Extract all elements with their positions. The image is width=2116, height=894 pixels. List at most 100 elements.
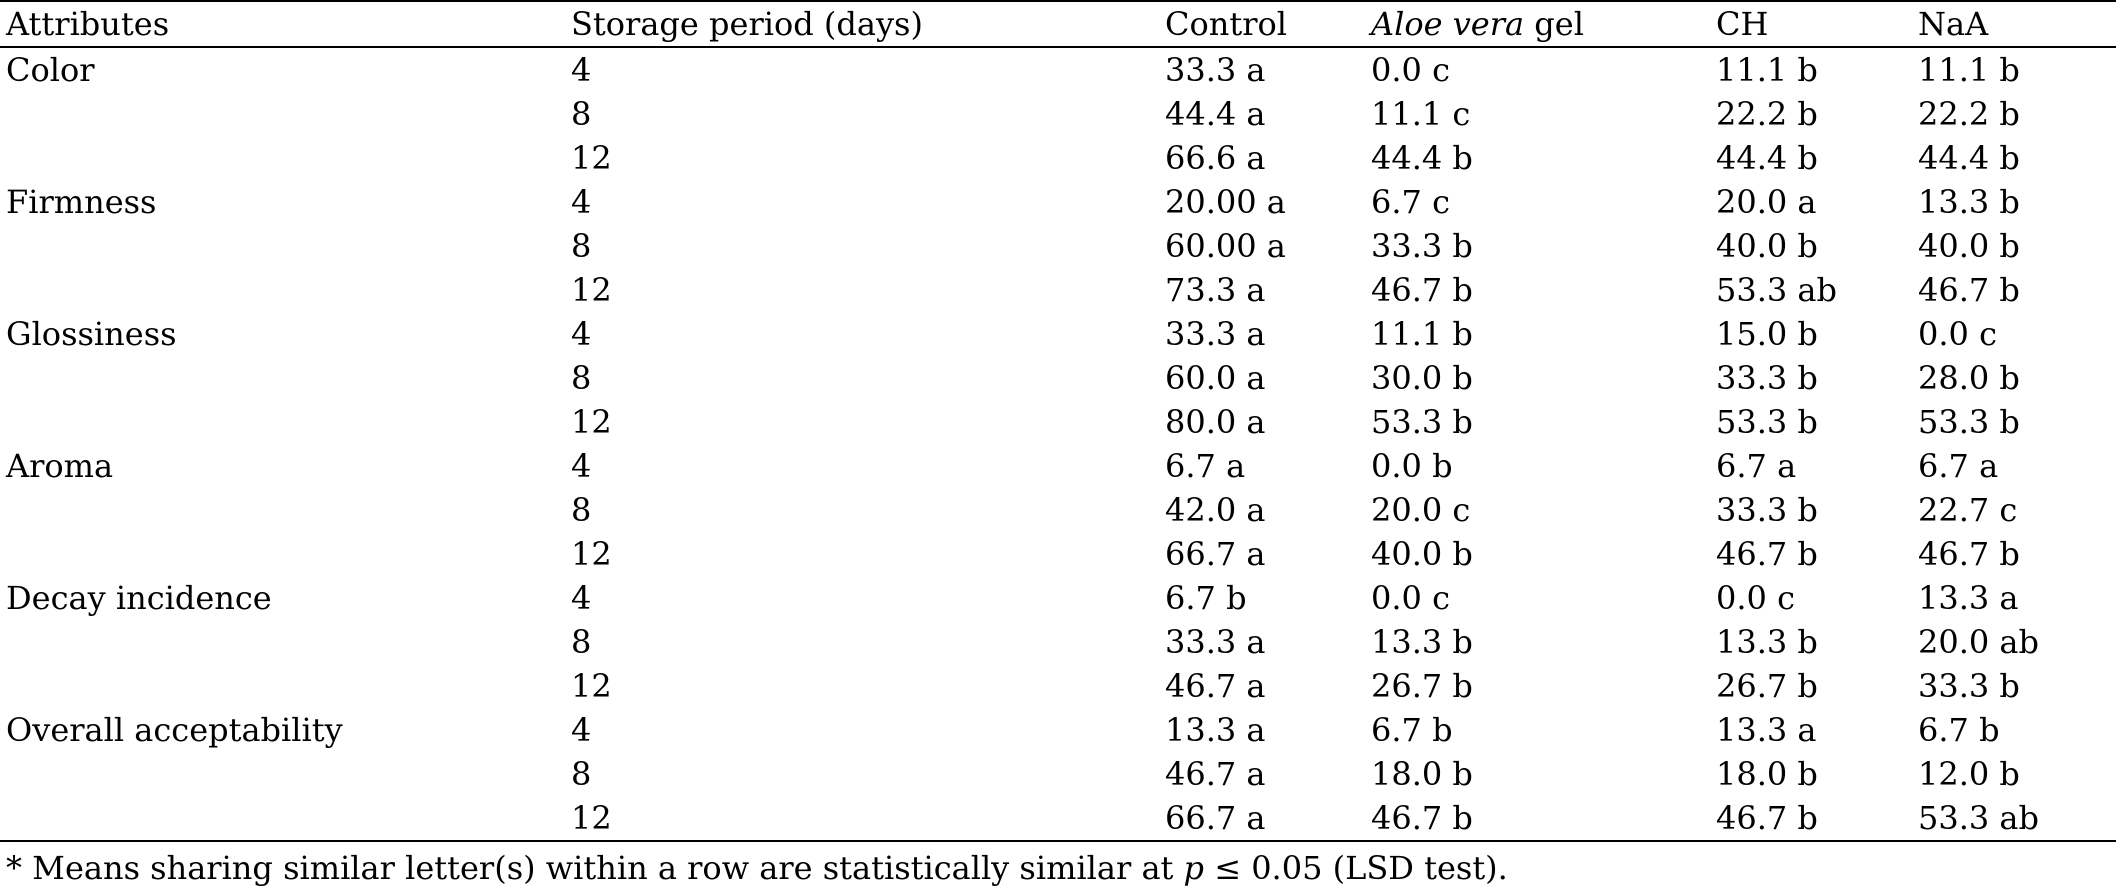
table-footnote: * Means sharing similar letter(s) within…: [6, 846, 1508, 890]
cell-ch: 11.1 b: [1716, 51, 1818, 89]
header-aloe-vera-suffix: gel: [1524, 5, 1584, 43]
cell-aloe-vera-gel: 0.0 c: [1371, 51, 1450, 89]
cell-aloe-vera-gel: 53.3 b: [1371, 403, 1473, 441]
table-row: 12 80.0 a 53.3 b 53.3 b 53.3 b: [0, 400, 2116, 444]
table-row: Color 4 33.3 a 0.0 c 11.1 b 11.1 b: [0, 47, 2116, 92]
cell-attribute: [0, 532, 565, 576]
cell-ch: 26.7 b: [1716, 667, 1818, 705]
cell-storage-period: 12: [571, 271, 612, 309]
cell-naa: 46.7 b: [1918, 271, 2020, 309]
cell-ch: 22.2 b: [1716, 95, 1818, 133]
cell-ch: 13.3 b: [1716, 623, 1818, 661]
table-row: 12 66.6 a 44.4 b 44.4 b 44.4 b: [0, 136, 2116, 180]
cell-aloe-vera-gel: 44.4 b: [1371, 139, 1473, 177]
cell-naa: 6.7 b: [1918, 711, 2000, 749]
cell-attribute: [0, 752, 565, 796]
cell-naa: 53.3 b: [1918, 403, 2020, 441]
cell-attribute: [0, 796, 565, 842]
cell-control: 20.00 a: [1165, 183, 1286, 221]
footnote-p-symbol: p: [1183, 849, 1205, 887]
table-row: 8 44.4 a 11.1 c 22.2 b 22.2 b: [0, 92, 2116, 136]
cell-control: 46.7 a: [1165, 667, 1266, 705]
cell-attribute: Decay incidence: [6, 579, 272, 617]
table-row: Decay incidence 4 6.7 b 0.0 c 0.0 c 13.3 a: [0, 576, 2116, 620]
cell-aloe-vera-gel: 11.1 b: [1371, 315, 1473, 353]
cell-aloe-vera-gel: 46.7 b: [1365, 796, 1710, 842]
cell-attribute: [0, 664, 565, 708]
cell-aloe-vera-gel: 18.0 b: [1371, 755, 1473, 793]
cell-ch: 44.4 b: [1716, 139, 1818, 177]
cell-storage-period: 4: [571, 183, 592, 221]
cell-attribute: [0, 488, 565, 532]
cell-ch: 33.3 b: [1716, 491, 1818, 529]
table-row: 12 73.3 a 46.7 b 53.3 ab 46.7 b: [0, 268, 2116, 312]
cell-control: 80.0 a: [1165, 403, 1266, 441]
cell-attribute: Aroma: [6, 447, 114, 485]
header-aloe-vera-italic: Aloe vera: [1371, 5, 1525, 43]
cell-aloe-vera-gel: 0.0 c: [1371, 579, 1450, 617]
cell-attribute: [0, 620, 565, 664]
cell-aloe-vera-gel: 30.0 b: [1371, 359, 1473, 397]
cell-aloe-vera-gel: 13.3 b: [1371, 623, 1473, 661]
cell-naa: 33.3 b: [1918, 667, 2020, 705]
cell-naa: 13.3 b: [1918, 183, 2020, 221]
cell-control: 46.7 a: [1165, 755, 1266, 793]
cell-storage-period: 8: [571, 755, 592, 793]
cell-ch: 15.0 b: [1716, 315, 1818, 353]
cell-storage-period: 12: [571, 403, 612, 441]
cell-aloe-vera-gel: 6.7 b: [1371, 711, 1453, 749]
cell-attribute: Firmness: [6, 183, 157, 221]
table-row: 8 46.7 a 18.0 b 18.0 b 12.0 b: [0, 752, 2116, 796]
cell-naa: 12.0 b: [1918, 755, 2020, 793]
cell-storage-period: 8: [571, 491, 592, 529]
header-storage-period: Storage period (days): [565, 0, 1159, 48]
header-naa: NaA: [1912, 0, 2116, 48]
cell-storage-period: 12: [565, 796, 1159, 842]
cell-naa: 53.3 ab: [1912, 796, 2116, 842]
cell-attribute: Overall acceptability: [6, 711, 343, 749]
table-row: Glossiness 4 33.3 a 11.1 b 15.0 b 0.0 c: [0, 312, 2116, 356]
cell-naa: 20.0 ab: [1918, 623, 2039, 661]
cell-storage-period: 8: [571, 359, 592, 397]
cell-storage-period: 4: [571, 711, 592, 749]
cell-attribute: [0, 224, 565, 268]
cell-control: 6.7 a: [1165, 447, 1246, 485]
cell-naa: 13.3 a: [1918, 579, 2019, 617]
table-row: 8 42.0 a 20.0 c 33.3 b 22.7 c: [0, 488, 2116, 532]
cell-naa: 46.7 b: [1918, 535, 2020, 573]
cell-storage-period: 4: [571, 315, 592, 353]
cell-control: 33.3 a: [1165, 623, 1266, 661]
table-row: 12 66.7 a 46.7 b 46.7 b 53.3 ab: [0, 796, 2116, 842]
cell-naa: 11.1 b: [1918, 51, 2020, 89]
cell-aloe-vera-gel: 20.0 c: [1371, 491, 1471, 529]
footnote-suffix: ≤ 0.05 (LSD test).: [1204, 849, 1508, 887]
cell-attribute: Color: [6, 51, 95, 89]
header-attributes: Attributes: [0, 0, 565, 48]
cell-ch: 6.7 a: [1716, 447, 1797, 485]
data-table-container: Attributes Storage period (days) Control…: [0, 0, 2116, 842]
cell-naa: 0.0 c: [1918, 315, 1997, 353]
table-row: 12 46.7 a 26.7 b 26.7 b 33.3 b: [0, 664, 2116, 708]
cell-attribute: [0, 356, 565, 400]
cell-ch: 13.3 a: [1716, 711, 1817, 749]
cell-ch: 46.7 b: [1710, 796, 1912, 842]
cell-aloe-vera-gel: 0.0 b: [1371, 447, 1453, 485]
table-row: 8 60.0 a 30.0 b 33.3 b 28.0 b: [0, 356, 2116, 400]
header-aloe-vera-gel: Aloe vera gel: [1365, 0, 1710, 48]
table-row: Overall acceptability 4 13.3 a 6.7 b 13.3 a 6…: [0, 708, 2116, 752]
header-row: Attributes Storage period (days) Control…: [0, 0, 2116, 48]
cell-control: 60.00 a: [1165, 227, 1286, 265]
cell-naa: 28.0 b: [1918, 359, 2020, 397]
cell-aloe-vera-gel: 26.7 b: [1371, 667, 1473, 705]
cell-storage-period: 8: [571, 227, 592, 265]
cell-storage-period: 12: [571, 667, 612, 705]
cell-naa: 40.0 b: [1918, 227, 2020, 265]
cell-storage-period: 4: [571, 447, 592, 485]
cell-aloe-vera-gel: 11.1 c: [1371, 95, 1471, 133]
cell-control: 66.6 a: [1165, 139, 1266, 177]
cell-control: 60.0 a: [1165, 359, 1266, 397]
table-row: 12 66.7 a 40.0 b 46.7 b 46.7 b: [0, 532, 2116, 576]
cell-aloe-vera-gel: 33.3 b: [1371, 227, 1473, 265]
cell-control: 33.3 a: [1165, 51, 1266, 89]
table-row: Aroma 4 6.7 a 0.0 b 6.7 a 6.7 a: [0, 444, 2116, 488]
